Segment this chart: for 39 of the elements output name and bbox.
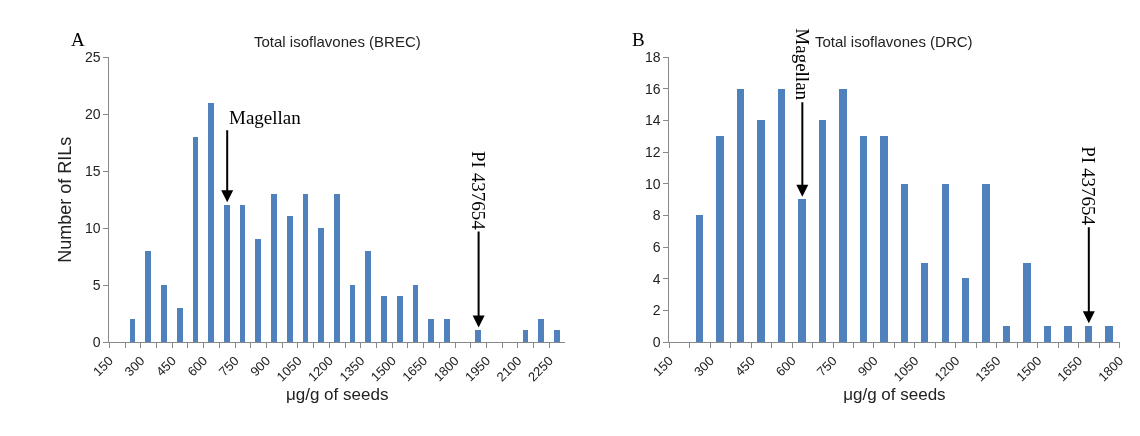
text: B xyxy=(632,29,645,50)
x-tick-label: 750 xyxy=(813,353,840,380)
annotation: Magellan xyxy=(229,107,302,128)
y-tick-label: 8 xyxy=(652,207,661,224)
x-tick-label: 300 xyxy=(121,353,148,380)
y-tick-label: 6 xyxy=(652,239,661,255)
text: A xyxy=(71,29,85,50)
x-tick-label: 750 xyxy=(215,353,242,380)
y-tick-label: 18 xyxy=(644,49,661,66)
chart-title: Total isoflavones (DRC) xyxy=(815,33,973,50)
x-tick-label: 900 xyxy=(854,353,881,380)
y-tick-label: 16 xyxy=(644,80,661,97)
y-tick-label: 10 xyxy=(644,175,661,192)
x-tick-label: 600 xyxy=(184,353,211,380)
y-axis-title: Number of RILs xyxy=(55,136,76,263)
y-tick-label: 10 xyxy=(84,220,101,237)
x-tick-label: 600 xyxy=(772,353,799,380)
x-tick-label: 300 xyxy=(691,353,717,380)
x-tick-label: 150 xyxy=(650,353,677,380)
y-tick-label: 2 xyxy=(652,302,661,319)
x-tick-label: 900 xyxy=(247,353,274,380)
chart-title: Total isoflavones (BREC) xyxy=(254,33,421,50)
annotation: PI 437654 xyxy=(468,151,490,231)
x-tick-label: 450 xyxy=(731,353,758,380)
x-tick-label: 150 xyxy=(90,353,117,380)
x-axis-title: μg/g of seeds xyxy=(285,384,389,404)
x-axis-title: μg/g of seeds xyxy=(843,384,946,404)
y-tick-label: 12 xyxy=(644,144,661,161)
annotation: Magellan xyxy=(791,28,813,101)
annotation: PI 437654 xyxy=(1078,146,1099,226)
y-tick-label: 20 xyxy=(84,106,101,123)
y-tick-label: 15 xyxy=(84,163,101,180)
y-tick-label: 4 xyxy=(652,270,661,287)
y-tick-label: 25 xyxy=(84,49,101,66)
x-tick-label: 450 xyxy=(152,353,179,380)
y-tick-label: 14 xyxy=(644,112,661,129)
y-tick-label: 0 xyxy=(652,333,661,350)
y-tick-label: 0 xyxy=(92,333,101,350)
y-tick-label: 5 xyxy=(92,276,101,293)
